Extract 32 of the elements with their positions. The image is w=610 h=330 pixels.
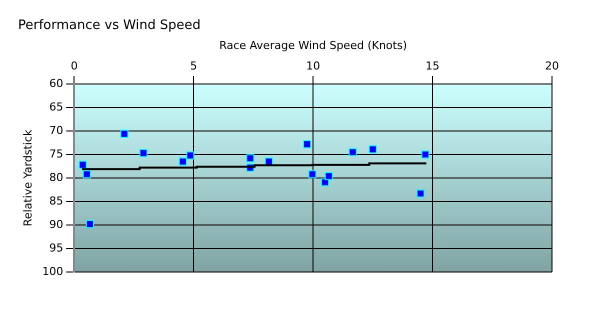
- y-tick-label: 75: [49, 147, 64, 160]
- x-tick-label: 20: [545, 59, 559, 72]
- x-tick-label: 15: [426, 59, 440, 72]
- point: [303, 140, 312, 148]
- point: [368, 145, 377, 154]
- point: [82, 170, 91, 178]
- point: [246, 154, 254, 162]
- y-tick-label: 85: [49, 194, 64, 208]
- point: [178, 158, 187, 166]
- y-axis-title: Relative Yardstick: [21, 129, 34, 226]
- x-tick-label: 10: [306, 59, 320, 72]
- point: [86, 220, 94, 228]
- y-tick-label: 100: [42, 264, 64, 278]
- point: [139, 149, 148, 158]
- y-tick-label: 70: [49, 124, 64, 137]
- point: [186, 151, 194, 160]
- y-tick-label: 60: [49, 76, 64, 90]
- x-tick-label: 0: [70, 59, 78, 72]
- point: [416, 189, 425, 198]
- y-tick-label: 65: [49, 100, 64, 114]
- y-tick-label: 95: [49, 241, 64, 254]
- point: [78, 160, 87, 169]
- point: [308, 170, 316, 178]
- y-tick-label: 80: [49, 170, 64, 184]
- y-tick-label: 90: [49, 218, 64, 231]
- x-tick-label: 5: [190, 59, 198, 72]
- chart-title: Performance vs Wind Speed: [18, 18, 201, 34]
- point: [120, 130, 128, 138]
- x-axis-title: Race Average Wind Speed (Knots): [219, 39, 407, 52]
- point: [324, 172, 333, 180]
- point: [348, 148, 357, 156]
- point: [421, 150, 430, 159]
